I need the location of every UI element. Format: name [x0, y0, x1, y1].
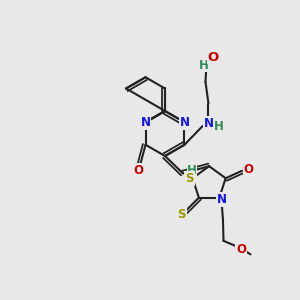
Text: O: O	[207, 51, 219, 64]
Text: H: H	[199, 58, 209, 71]
Text: N: N	[140, 116, 151, 129]
Text: H: H	[187, 164, 197, 178]
Text: O: O	[244, 163, 254, 176]
Text: O: O	[236, 243, 246, 256]
Text: N: N	[217, 193, 227, 206]
Text: N: N	[203, 117, 214, 130]
Text: H: H	[214, 120, 224, 133]
Text: S: S	[185, 172, 194, 185]
Text: S: S	[178, 208, 186, 221]
Text: N: N	[179, 116, 190, 129]
Text: O: O	[134, 164, 144, 177]
